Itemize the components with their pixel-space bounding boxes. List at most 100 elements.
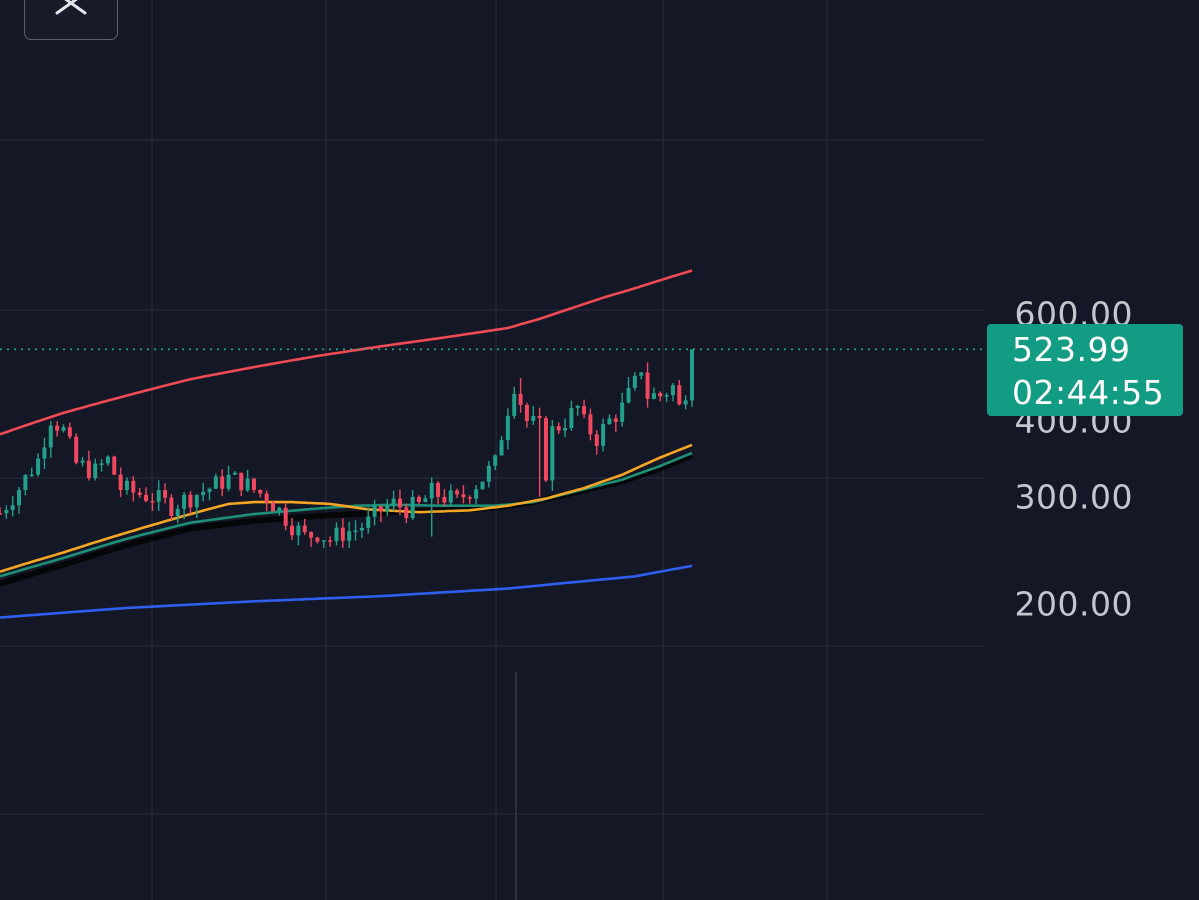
indicator-line — [0, 269, 693, 436]
candlesticks — [0, 349, 694, 549]
candle-body — [448, 490, 453, 503]
candle-body — [67, 427, 72, 437]
candle-body — [442, 496, 447, 503]
candle-body — [645, 372, 650, 399]
candle-body — [239, 472, 244, 491]
candle-body — [36, 458, 41, 475]
candle-body — [321, 540, 326, 542]
candle-body — [0, 513, 2, 515]
candle-body — [677, 385, 682, 405]
candle-body — [194, 495, 199, 508]
candle-body — [626, 387, 631, 403]
candle-body — [93, 463, 98, 478]
candle-body — [270, 502, 275, 512]
candle-body — [213, 476, 218, 489]
indicator-line — [0, 564, 693, 619]
candle-body — [175, 508, 180, 516]
close-icon — [55, 0, 87, 15]
last-price-value: 523.99 — [1012, 330, 1131, 370]
candle-body — [543, 418, 548, 481]
candle-body — [582, 406, 587, 415]
candle-body — [137, 492, 142, 495]
candle-body — [404, 507, 409, 519]
candle-body — [347, 531, 352, 541]
candle-body — [353, 530, 358, 532]
candle-body — [226, 474, 231, 489]
indicator-line — [0, 452, 694, 587]
candle-body — [144, 494, 149, 501]
candle-body — [467, 497, 472, 499]
candle-body — [17, 490, 22, 506]
candle-body — [29, 474, 34, 477]
candle-body — [10, 505, 15, 510]
candle-body — [385, 505, 390, 512]
candle-body — [112, 456, 117, 475]
candle-body — [366, 516, 371, 528]
candle-body — [632, 375, 637, 388]
candle-body — [550, 426, 555, 481]
candle-body — [493, 455, 498, 466]
candle-body — [296, 525, 301, 536]
candle-body — [455, 490, 460, 495]
candle-body — [683, 400, 688, 405]
candle-body — [588, 414, 593, 435]
candle-body — [569, 408, 574, 429]
candle-body — [651, 393, 656, 399]
candle-body — [480, 481, 485, 490]
candle-body — [42, 447, 47, 459]
axis-tick-label: 200.00 — [1014, 584, 1133, 624]
bar-countdown: 02:44:55 — [1012, 373, 1165, 413]
candle-body — [131, 480, 136, 493]
candle-body — [378, 506, 383, 512]
candle-body — [417, 496, 422, 503]
candle-body — [124, 480, 129, 490]
candle-body — [537, 415, 542, 419]
candle-body — [201, 491, 206, 496]
candle-body — [156, 490, 161, 502]
candle-body — [309, 532, 314, 538]
candle-body — [391, 498, 396, 506]
candle-body — [486, 465, 491, 482]
axis-tick-label: 300.00 — [1014, 477, 1133, 517]
candle-body — [251, 478, 256, 490]
candle-body — [436, 482, 441, 497]
candle-body — [48, 425, 53, 448]
candle-body — [264, 493, 269, 503]
candle-body — [99, 463, 104, 465]
candle-body — [575, 406, 580, 409]
candle-body — [315, 537, 320, 542]
candle-body — [232, 472, 237, 475]
candle-body — [105, 456, 110, 464]
candle-body — [594, 434, 599, 446]
candle-body — [80, 460, 85, 463]
candle-body — [23, 475, 28, 491]
candle-body — [290, 525, 295, 536]
candle-body — [639, 372, 644, 376]
candle-body — [328, 540, 333, 542]
candle-body — [359, 527, 364, 531]
candle-body — [563, 428, 568, 431]
candle-body — [258, 489, 263, 494]
candle-body — [118, 474, 123, 490]
candle-body — [245, 478, 250, 491]
candle-body — [163, 490, 168, 498]
candle-body — [150, 500, 155, 503]
candle-body — [429, 482, 434, 499]
candle-body — [601, 424, 606, 446]
grid-lines — [0, 0, 985, 900]
candle-body — [524, 404, 529, 421]
candle-body — [55, 425, 60, 431]
candle-body — [499, 440, 504, 456]
candle-body — [607, 418, 612, 425]
candle-body — [670, 385, 675, 396]
candle-body — [220, 476, 225, 489]
last-price-tag: 523.99 02:44:55 — [987, 324, 1183, 417]
close-button[interactable] — [24, 0, 118, 40]
candle-body — [461, 494, 466, 498]
indicator-line — [0, 443, 693, 573]
candle-body — [334, 527, 339, 542]
candle-body — [302, 525, 307, 533]
candle-body — [207, 488, 212, 492]
candle-body — [169, 497, 174, 516]
